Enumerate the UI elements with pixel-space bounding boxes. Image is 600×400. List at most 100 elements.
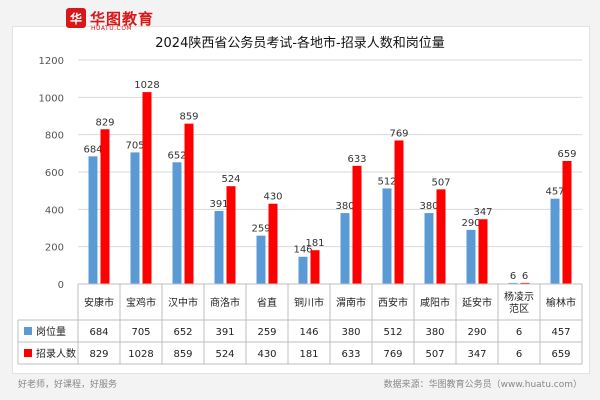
category-label: 西安市 xyxy=(378,296,408,309)
brand-domain: HUATU.COM xyxy=(91,25,133,32)
bar-recruits xyxy=(226,186,236,284)
table-value: 659 xyxy=(551,349,570,360)
table-value: 512 xyxy=(383,327,402,338)
chart-title: 2024陕西省公务员考试-各地市-招录人数和岗位量 xyxy=(155,35,444,51)
bar-recruits xyxy=(142,92,152,285)
table-value: 829 xyxy=(89,349,108,360)
bar-recruits xyxy=(394,140,404,284)
data-label: 829 xyxy=(95,117,114,128)
data-label: 512 xyxy=(377,176,396,187)
category-label: 杨凌示 xyxy=(504,290,534,303)
category-label: 榆林市 xyxy=(546,296,576,309)
y-tick-label: 0 xyxy=(58,280,64,291)
table-value: 457 xyxy=(551,327,570,338)
footer-source: 数据来源：华图教育公务员（www.huatu.com） xyxy=(383,380,582,390)
category-label: 咸阳市 xyxy=(420,296,450,309)
footer-slogan: 好老师，好课程，好服务 xyxy=(18,380,118,390)
series-name: 招录人数 xyxy=(36,347,76,360)
legend-swatch xyxy=(24,349,32,357)
table-value: 6 xyxy=(516,327,522,338)
bar-recruits xyxy=(436,189,446,284)
data-label: 769 xyxy=(389,128,408,139)
category-label: 延安市 xyxy=(462,296,492,309)
category-label: 省直 xyxy=(257,296,277,309)
data-label: 290 xyxy=(461,218,480,229)
data-label: 705 xyxy=(125,140,144,151)
category-label: 铜川市 xyxy=(294,296,324,309)
bar-positions xyxy=(130,152,140,284)
data-label: 633 xyxy=(347,154,366,165)
bar-positions xyxy=(466,229,476,284)
bar-recruits xyxy=(352,165,362,284)
bar-recruits xyxy=(100,129,110,284)
category-label: 汉中市 xyxy=(168,296,198,309)
data-label: 181 xyxy=(305,238,324,249)
bars-layer: 684 705 652 391 259 146 380 512 380 290 6 457 829 102… xyxy=(83,80,577,285)
data-label: 430 xyxy=(263,192,282,203)
table-value: 507 xyxy=(425,349,444,360)
y-tick-label: 800 xyxy=(45,131,64,142)
table-value: 633 xyxy=(341,349,360,360)
data-label: 146 xyxy=(293,245,312,256)
bar-recruits xyxy=(184,123,194,284)
y-tick-label: 1200 xyxy=(39,56,64,67)
bar-recruits xyxy=(562,160,572,284)
bar-positions xyxy=(424,213,434,284)
bar-positions xyxy=(340,213,350,284)
table-value: 705 xyxy=(131,327,150,338)
data-label: 380 xyxy=(419,201,438,212)
bar-recruits xyxy=(520,282,530,284)
bar-recruits xyxy=(310,250,320,284)
table-value: 259 xyxy=(257,327,276,338)
table-value: 391 xyxy=(215,327,234,338)
brand-logo: 华 华图教育 xyxy=(66,6,154,30)
table-value: 290 xyxy=(467,327,486,338)
bar-positions xyxy=(214,211,224,284)
y-tick-label: 400 xyxy=(45,205,64,216)
data-label: 6 xyxy=(522,271,528,282)
table-value: 181 xyxy=(299,349,318,360)
y-tick-label: 600 xyxy=(45,168,64,179)
table-value: 652 xyxy=(173,327,192,338)
bar-positions xyxy=(550,198,560,284)
y-tick-label: 200 xyxy=(45,243,64,254)
bar-positions xyxy=(508,282,518,284)
data-label: 1028 xyxy=(134,80,159,91)
bar-recruits xyxy=(268,203,278,284)
bar-positions xyxy=(172,162,182,284)
series-name: 岗位量 xyxy=(36,325,66,338)
bar-positions xyxy=(256,235,266,284)
table-value: 380 xyxy=(425,327,444,338)
data-label: 659 xyxy=(557,149,576,160)
data-label: 652 xyxy=(167,150,186,161)
bar-positions xyxy=(382,188,392,284)
data-label: 380 xyxy=(335,201,354,212)
table-value: 524 xyxy=(215,349,234,360)
table-value: 859 xyxy=(173,349,192,360)
legend-swatch xyxy=(24,327,32,335)
category-label: 安康市 xyxy=(84,296,114,309)
data-label: 6 xyxy=(510,271,516,282)
data-label: 507 xyxy=(431,177,450,188)
data-label: 259 xyxy=(251,224,270,235)
grid-layer: 0 200 400 600 800 1000 1200 xyxy=(39,56,582,291)
table-value: 769 xyxy=(383,349,402,360)
brand-mark-icon: 华 xyxy=(66,8,86,28)
category-label: 渭南市 xyxy=(336,296,366,309)
data-label: 859 xyxy=(179,112,198,123)
table-value: 6 xyxy=(516,349,522,360)
category-label: 商洛市 xyxy=(210,296,240,309)
brand-name: 华图教育 xyxy=(90,9,155,28)
category-label: 宝鸡市 xyxy=(126,296,156,309)
data-label: 457 xyxy=(545,187,564,198)
table-value: 146 xyxy=(299,327,318,338)
y-tick-label: 1000 xyxy=(39,93,64,104)
table-value: 347 xyxy=(467,349,486,360)
table-value: 684 xyxy=(89,327,108,338)
bar-recruits xyxy=(478,219,488,284)
table-value: 430 xyxy=(257,349,276,360)
data-label: 524 xyxy=(221,174,240,185)
